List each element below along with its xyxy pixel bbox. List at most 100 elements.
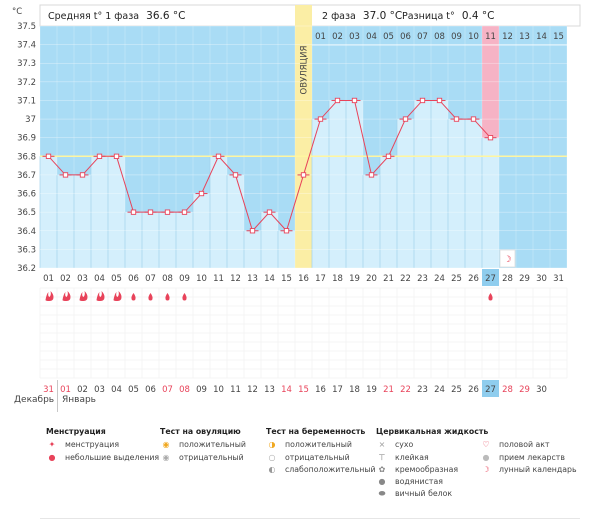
spotting-icon	[165, 293, 170, 301]
cycle-day-label: 02	[60, 274, 71, 284]
temp-point[interactable]	[45, 153, 52, 159]
cycle-day-label: 17	[315, 274, 326, 284]
cycle-day-label: 25	[451, 274, 462, 284]
temp-point[interactable]	[436, 97, 443, 104]
calendar-date: 28	[502, 385, 513, 395]
post-ov-day-label: 04	[366, 32, 377, 42]
temp-point[interactable]	[419, 97, 426, 104]
y-tick-label: 37.1	[17, 96, 36, 106]
temp-point[interactable]	[198, 190, 205, 197]
calendar-date: 05	[128, 385, 139, 395]
temp-point[interactable]	[181, 209, 188, 215]
temp-point[interactable]	[113, 153, 120, 159]
plot-area	[39, 5, 568, 269]
temp-point[interactable]	[453, 116, 460, 122]
temp-point[interactable]	[317, 116, 324, 122]
legend-pregnancy-test: Тест на беременность ◑ положительный ○ отр…	[266, 426, 376, 476]
legend-ovulation-test: Тест на овуляцию ◉ положительный ◉ отрицат…	[160, 426, 246, 464]
temp-point[interactable]	[385, 153, 392, 159]
spotting-icon	[148, 293, 153, 301]
temp-bar	[227, 174, 244, 268]
y-tick-label: 36.5	[17, 208, 36, 218]
legend-item: отрицательный	[179, 452, 244, 462]
temperature-series: ☽	[42, 97, 516, 268]
phase2-value: 37.0 °C	[363, 10, 402, 22]
cycle-day-label: 06	[128, 274, 139, 284]
menstruation-icon	[96, 291, 105, 301]
temp-point[interactable]	[487, 135, 494, 141]
temp-bar	[159, 212, 176, 268]
temp-point[interactable]	[164, 209, 171, 215]
temp-point[interactable]	[266, 209, 273, 215]
cycle-day-label: 16	[298, 274, 309, 284]
calendar-date: 15	[298, 385, 309, 395]
temp-bar	[176, 212, 193, 268]
cycle-day-label: 14	[264, 274, 275, 284]
cycle-day-label: 15	[281, 274, 292, 284]
legend-other: . ♡половой акт ●прием лекарств ☽лунный к…	[480, 426, 576, 476]
cycle-day-label: 05	[111, 274, 122, 284]
preg-negative-icon: ○	[268, 452, 276, 462]
phase2-label: 2 фаза	[322, 11, 356, 22]
legend-item: положительный	[179, 440, 246, 450]
temp-bar	[346, 100, 363, 268]
calendar-date: 22	[400, 385, 411, 395]
temp-point[interactable]	[351, 97, 358, 104]
calendar-date: 18	[349, 385, 360, 395]
y-tick-label: 36.7	[17, 171, 36, 181]
temp-point[interactable]	[232, 172, 239, 178]
temp-point[interactable]	[368, 172, 375, 178]
calendar-date: 14	[281, 385, 292, 395]
moon-icon: ☽	[482, 464, 490, 474]
temp-point[interactable]	[215, 153, 222, 159]
temp-point[interactable]	[334, 97, 341, 104]
calendar-date: 10	[213, 385, 224, 395]
preg-positive-icon: ◑	[268, 440, 276, 450]
temp-point[interactable]	[62, 172, 69, 178]
temp-point[interactable]	[300, 172, 307, 178]
creamy-icon: ✿	[378, 464, 386, 474]
legend-item: половой акт	[499, 440, 550, 450]
temp-bar	[431, 100, 448, 268]
cycle-day-label: 13	[247, 274, 258, 284]
menstruation-icon	[113, 291, 122, 301]
temp-bar	[329, 100, 346, 268]
cycle-day-label: 08	[162, 274, 173, 284]
legend-pregnancy-title: Тест на беременность	[266, 427, 366, 436]
y-tick-label: 36.8	[17, 152, 36, 162]
temp-point[interactable]	[283, 228, 290, 234]
cycle-day-label: 22	[400, 274, 411, 284]
temp-bar	[142, 212, 159, 268]
temp-point[interactable]	[96, 153, 103, 159]
calendar-date: 21	[383, 385, 394, 395]
heart-icon: ♡	[482, 440, 490, 450]
cycle-day-label: 19	[349, 274, 360, 284]
calendar-date: 11	[230, 385, 241, 395]
cycle-day-label: 20	[366, 274, 377, 284]
temp-point[interactable]	[470, 116, 477, 122]
temp-point[interactable]	[147, 209, 154, 215]
temp-point[interactable]	[130, 209, 137, 215]
cycle-day-label: 12	[230, 274, 241, 284]
month-prev: Декабрь	[14, 395, 55, 405]
y-tick-label: 37	[25, 115, 36, 125]
post-ov-day-label: 07	[417, 32, 428, 42]
temp-point[interactable]	[249, 228, 256, 234]
ovulation-column	[295, 5, 312, 268]
dry-icon: ×	[378, 440, 386, 450]
calendar-date: 13	[264, 385, 275, 395]
y-tick-label: 36.4	[17, 227, 36, 237]
calendar-date: 07	[162, 385, 173, 395]
temp-point[interactable]	[402, 116, 409, 122]
legend-item: отрицательный	[285, 452, 350, 462]
blood-drop-icon: ✦	[48, 440, 56, 450]
test-positive-icon: ◉	[162, 440, 170, 450]
spotting-icon	[131, 293, 136, 301]
phase1-value: 36.6 °C	[146, 10, 185, 22]
temp-bar	[482, 137, 499, 268]
temp-point[interactable]	[79, 172, 86, 178]
axes: ОВУЛЯЦИЯ 01 02 03 04 05 06 07 08 09 10 11 12 13 14 15 37…	[17, 22, 567, 286]
cycle-day-label: 28	[502, 274, 513, 284]
legend-item: положительный	[285, 440, 352, 450]
cycle-day-label: 24	[434, 274, 445, 284]
